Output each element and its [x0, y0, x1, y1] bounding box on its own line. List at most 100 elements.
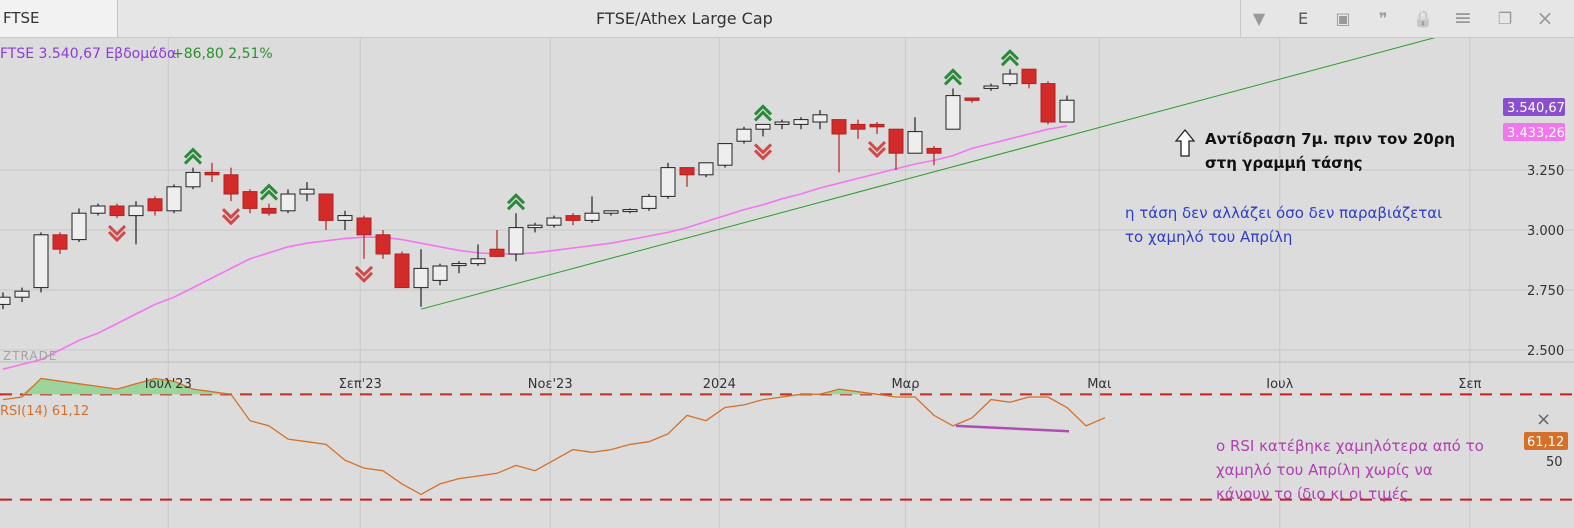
candle-body: [584, 212, 600, 221]
buy-signal-icon: [506, 193, 526, 211]
candle-body: [755, 123, 771, 130]
x-tick-label: Νοε'23: [528, 377, 573, 392]
candle: [698, 162, 714, 178]
symbol-tab[interactable]: FTSE: [0, 0, 118, 37]
candle-body: [888, 128, 904, 154]
candle: [964, 97, 980, 103]
close-button[interactable]: ×: [1530, 4, 1560, 32]
candle: [793, 117, 809, 130]
candle-body: [109, 205, 125, 217]
candle: [603, 210, 619, 216]
chart-background: [0, 38, 1574, 528]
candle-body: [983, 85, 999, 89]
candle: [1002, 69, 1018, 86]
candle: [831, 119, 847, 173]
candle: [451, 261, 467, 274]
candle: [717, 143, 733, 168]
symbol-price-label: FTSE 3.540,67 Εβδομάδα: [0, 46, 176, 62]
sell-signal-icon: [867, 140, 887, 159]
candle-body: [299, 188, 315, 195]
buy-signal-icon: [1000, 49, 1020, 67]
rsi-tick-50: 50: [1546, 455, 1563, 470]
last-price-tag: [1503, 98, 1565, 116]
candle-body: [679, 167, 695, 176]
candle-body: [546, 217, 562, 226]
candle: [736, 126, 752, 144]
candle-body: [945, 95, 961, 130]
reaction-note-line2: στη γραμμή τάσης: [1205, 154, 1363, 172]
candle-body: [90, 205, 106, 214]
candle-body: [717, 143, 733, 166]
candle: [527, 222, 543, 233]
candle: [565, 213, 581, 226]
dropdown-button[interactable]: ▼: [1244, 4, 1274, 32]
restore-icon: ❐: [1497, 8, 1513, 28]
candle: [1040, 81, 1056, 125]
candle: [983, 83, 999, 91]
candle-body: [147, 198, 163, 212]
candle: [299, 182, 315, 202]
price-change-label: +86,80 2,51%: [172, 46, 273, 62]
candle: [242, 189, 258, 214]
buy-signal-icon: [259, 183, 279, 201]
x-tick-label: Σεπ: [1458, 377, 1481, 392]
candle: [318, 193, 334, 230]
rsi-note-line2: χαμηλό του Απρίλη χωρίς να: [1216, 461, 1433, 479]
lock-button[interactable]: 🔒: [1408, 4, 1438, 32]
rsi-note-line3: κάνουν το ίδιο κι οι τιμές: [1216, 485, 1409, 503]
candle-body: [52, 234, 68, 250]
candle: [1021, 68, 1037, 89]
buy-signal-icon: [943, 68, 963, 86]
candle: [641, 194, 657, 211]
trend-line: [420, 38, 1436, 310]
candle: [774, 119, 790, 130]
candle-body: [565, 215, 581, 221]
candle-body: [774, 121, 790, 125]
menu-icon: ≡: [1453, 5, 1473, 31]
price-panel: 3.250 3.000 2.750 2.500 Ιουλ'23 Σεπ'23 Νοε'23 2…: [0, 38, 1564, 392]
x-tick-label: Μαρ: [891, 377, 919, 392]
comment-button[interactable]: ❞: [1368, 4, 1398, 32]
candle-body: [337, 215, 353, 221]
candle: [223, 167, 239, 202]
candle: [489, 230, 505, 257]
rsi-value-tag: [1524, 432, 1568, 450]
price-rsi-chart[interactable]: 3.250 3.000 2.750 2.500 Ιουλ'23 Σεπ'23 Νοε'23 2…: [0, 38, 1574, 528]
candle-body: [926, 147, 942, 154]
menu-button[interactable]: ≡: [1448, 4, 1478, 32]
candle: [356, 215, 372, 259]
trend-note-line2: το χαμηλό του Απρίλη: [1125, 228, 1292, 246]
candle: [394, 251, 410, 289]
candle-body: [33, 234, 49, 289]
restore-button[interactable]: ❐: [1490, 4, 1520, 32]
candle: [869, 122, 885, 134]
rsi-close-icon[interactable]: ×: [1536, 409, 1551, 430]
reaction-note-line1: Αντίδραση 7μ. πριν τον 20ρη: [1205, 130, 1455, 148]
candle-body: [698, 162, 714, 176]
sell-signal-icon: [221, 208, 241, 226]
candle-body: [622, 209, 638, 213]
buy-signal-icon: [183, 147, 203, 165]
panel-button[interactable]: ▣: [1328, 4, 1358, 32]
x-tick-label: 2024: [703, 377, 736, 392]
candle-body: [413, 267, 429, 289]
edit-button[interactable]: E: [1288, 4, 1318, 32]
candle-body: [603, 210, 619, 214]
ztrade-watermark: ZTRADE: [3, 349, 57, 363]
candle-body: [128, 205, 144, 217]
candle-body: [432, 265, 448, 281]
candle-body: [14, 290, 30, 298]
candle-body: [1059, 99, 1075, 123]
candle-body: [204, 171, 220, 176]
candle: [508, 213, 524, 262]
comment-icon: ❞: [1378, 8, 1388, 28]
candle-body: [451, 263, 467, 267]
candle: [755, 123, 771, 137]
candle-body: [1040, 83, 1056, 123]
window-title: FTSE/Athex Large Cap: [596, 9, 773, 28]
sell-signal-icon: [107, 224, 127, 243]
up-arrow-icon: [1174, 128, 1196, 157]
candle-body: [736, 128, 752, 142]
candle: [109, 203, 125, 218]
x-tick-label: Ιουλ: [1266, 377, 1293, 392]
